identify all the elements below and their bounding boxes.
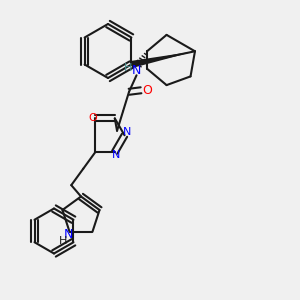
Text: H: H [124, 63, 132, 73]
Text: O: O [142, 84, 152, 97]
Text: N: N [132, 64, 141, 77]
Text: O: O [88, 113, 97, 123]
Text: N: N [63, 228, 73, 241]
Text: H: H [59, 236, 68, 246]
Text: N: N [112, 150, 121, 160]
Text: N: N [123, 127, 131, 137]
Polygon shape [130, 51, 195, 68]
